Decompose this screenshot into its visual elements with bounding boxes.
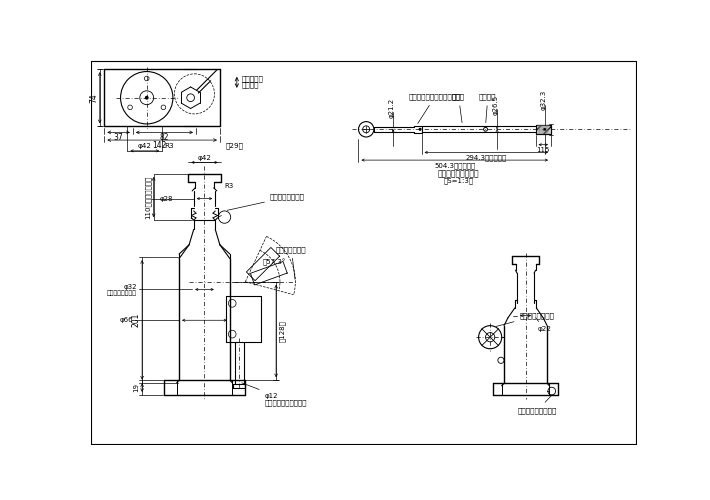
Text: 110（ストローク）: 110（ストローク） xyxy=(144,176,151,218)
Text: φ66: φ66 xyxy=(120,318,133,324)
Text: φ32.3: φ32.3 xyxy=(540,90,546,110)
Text: 294.3（最縮長）: 294.3（最縮長） xyxy=(466,154,507,161)
Text: オイルフィリング: オイルフィリング xyxy=(227,194,305,210)
Text: 操作レバー: 操作レバー xyxy=(241,75,263,82)
Text: φ42: φ42 xyxy=(197,155,212,161)
Text: R3: R3 xyxy=(224,182,234,188)
Text: φ42: φ42 xyxy=(138,143,151,149)
Circle shape xyxy=(145,96,148,100)
Text: （S=1:3）: （S=1:3） xyxy=(444,178,474,184)
Text: ストッパ: ストッパ xyxy=(479,94,496,122)
Circle shape xyxy=(419,128,422,131)
Text: 74: 74 xyxy=(89,93,98,102)
Text: 回転方向: 回転方向 xyxy=(241,82,259,88)
Text: φ28: φ28 xyxy=(160,196,173,202)
Bar xyxy=(535,124,551,134)
Text: 82: 82 xyxy=(160,134,169,142)
Text: R3: R3 xyxy=(164,143,174,149)
Text: （シリンダ内径）: （シリンダ内径） xyxy=(106,290,137,296)
Text: 操作レバー差込口: 操作レバー差込口 xyxy=(496,312,555,326)
Text: （128）: （128） xyxy=(279,320,285,342)
Text: 専用操作レバー詳細: 専用操作レバー詳細 xyxy=(438,170,479,178)
Text: φ12
（ポンプピストン径）: φ12 （ポンプピストン径） xyxy=(241,383,307,406)
Text: リリーズスクリュウ差込口: リリーズスクリュウ差込口 xyxy=(408,94,461,124)
Text: 37: 37 xyxy=(114,134,123,142)
Text: 142: 142 xyxy=(152,141,166,150)
Text: φ21.2: φ21.2 xyxy=(388,98,395,118)
Text: （29）: （29） xyxy=(226,142,244,149)
Text: 201: 201 xyxy=(131,312,141,327)
Text: リリーズスクリュウ: リリーズスクリュウ xyxy=(518,394,557,413)
Text: φ26.5: φ26.5 xyxy=(493,94,498,114)
Text: 伸縮式: 伸縮式 xyxy=(452,94,465,122)
Text: φ22: φ22 xyxy=(536,318,552,332)
Text: 115: 115 xyxy=(537,147,550,153)
Text: φ32: φ32 xyxy=(124,284,137,290)
Text: （57.3°: （57.3° xyxy=(263,259,286,266)
Text: 504.3（最伸長）: 504.3（最伸長） xyxy=(434,162,476,169)
Text: 19: 19 xyxy=(133,383,139,392)
Text: レバーソケット: レバーソケット xyxy=(276,246,307,280)
